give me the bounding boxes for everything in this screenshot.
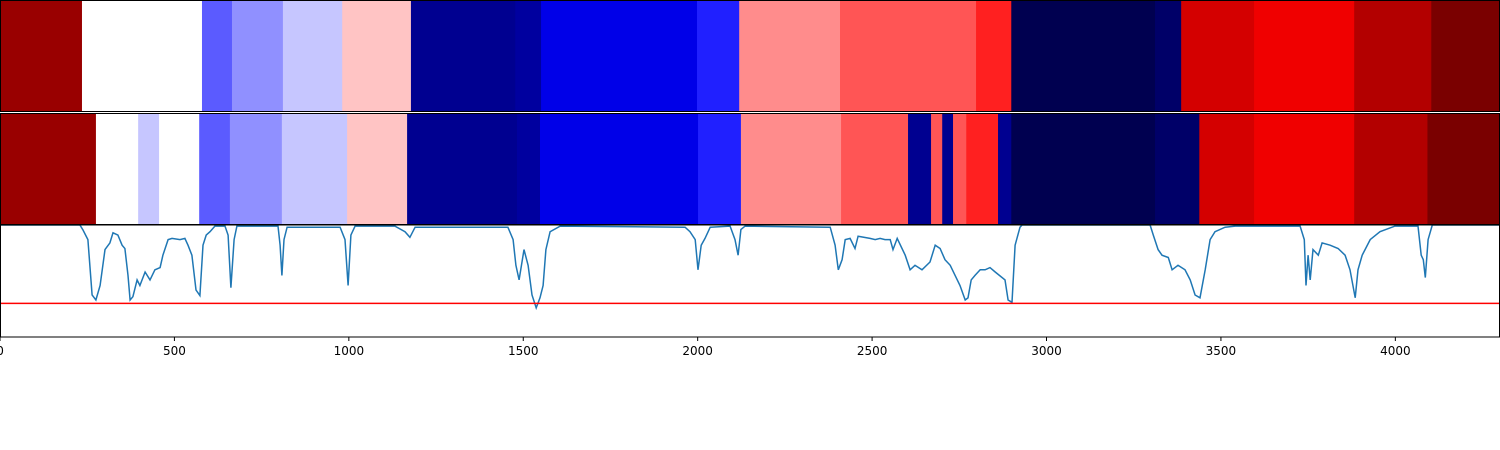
x-tick-label: 2500 [857, 344, 888, 358]
segment [1254, 113, 1355, 225]
segment [231, 0, 284, 112]
score-line [0, 225, 1500, 311]
segment [840, 0, 977, 112]
segment [81, 0, 203, 112]
segment [698, 113, 742, 225]
segment [540, 113, 699, 225]
segment [282, 0, 343, 112]
segment [1181, 0, 1255, 112]
segment [95, 113, 139, 225]
segment [229, 113, 283, 225]
segment [515, 0, 542, 112]
segment [740, 113, 842, 225]
segment [1431, 0, 1500, 112]
x-tick-label: 3000 [1031, 344, 1062, 358]
segment [159, 113, 200, 225]
x-tick-label: 500 [163, 344, 186, 358]
segment [541, 0, 698, 112]
segment [739, 0, 841, 112]
segment [696, 0, 740, 112]
segment [1199, 113, 1255, 225]
x-tick-label: 3500 [1206, 344, 1237, 358]
segment [931, 113, 943, 225]
segment [410, 0, 516, 112]
segment [138, 113, 160, 225]
plot-frame [0, 224, 1500, 338]
segment [342, 0, 412, 112]
segment [407, 113, 518, 225]
segment [966, 113, 999, 225]
segment [347, 113, 408, 225]
segment [199, 113, 231, 225]
segment [516, 113, 541, 225]
segment [1011, 113, 1156, 225]
segment [1155, 113, 1200, 225]
segment [998, 113, 1012, 225]
segment [0, 113, 97, 225]
segment [1354, 0, 1432, 112]
segment [0, 0, 83, 112]
x-tick-label: 4000 [1380, 344, 1411, 358]
x-tick-label: 1000 [334, 344, 365, 358]
segment [281, 113, 348, 225]
x-tick-label: 1500 [508, 344, 539, 358]
segment [942, 113, 954, 225]
segment [1254, 0, 1355, 112]
segment [201, 0, 233, 112]
segment [953, 113, 967, 225]
segment [1155, 0, 1182, 112]
x-tick-label: 2000 [682, 344, 713, 358]
segment [1354, 113, 1428, 225]
segment [976, 0, 1012, 112]
segment [841, 113, 909, 225]
x-tick-label: 0 [0, 344, 4, 358]
segment [1427, 113, 1500, 225]
segment [908, 113, 932, 225]
segment [1011, 0, 1156, 112]
